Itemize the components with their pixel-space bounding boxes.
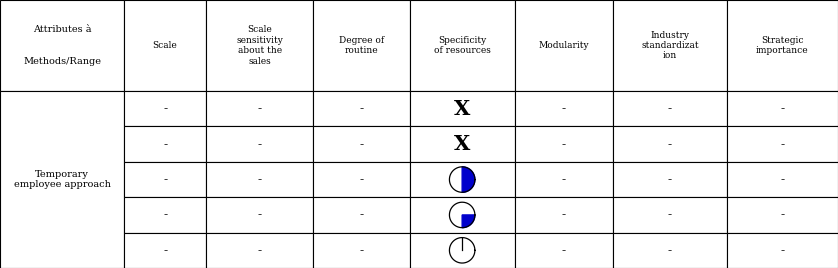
Text: X: X: [454, 99, 470, 119]
Bar: [124, 126, 206, 162]
Bar: [313, 162, 410, 197]
Bar: [313, 233, 410, 268]
Text: -: -: [258, 209, 261, 221]
Text: Scale
sensitivity
about the
sales: Scale sensitivity about the sales: [236, 25, 283, 66]
Bar: [124, 197, 206, 233]
Bar: [613, 197, 727, 233]
Text: -: -: [258, 102, 261, 115]
Bar: [313, 0, 410, 91]
Text: -: -: [163, 209, 167, 221]
Bar: [613, 233, 727, 268]
Text: Temporary
employee approach: Temporary employee approach: [13, 170, 111, 189]
Bar: [515, 233, 613, 268]
Text: -: -: [360, 244, 364, 257]
Text: -: -: [163, 244, 167, 257]
Text: -: -: [163, 173, 167, 186]
Bar: [515, 0, 613, 91]
Text: -: -: [163, 102, 167, 115]
Bar: [410, 91, 515, 126]
Bar: [206, 126, 313, 162]
Bar: [727, 162, 838, 197]
Text: Strategic
importance: Strategic importance: [756, 36, 809, 55]
Text: -: -: [562, 138, 566, 151]
Bar: [206, 162, 313, 197]
Bar: [410, 0, 515, 91]
Text: -: -: [668, 138, 672, 151]
Bar: [410, 126, 515, 162]
Text: -: -: [780, 209, 784, 221]
Text: -: -: [668, 102, 672, 115]
Bar: [124, 91, 206, 126]
Bar: [727, 233, 838, 268]
Bar: [0, 0, 124, 91]
Bar: [313, 126, 410, 162]
Text: -: -: [668, 209, 672, 221]
Bar: [515, 162, 613, 197]
Text: -: -: [668, 244, 672, 257]
Text: Industry
standardizat
ion: Industry standardizat ion: [641, 31, 699, 61]
Bar: [0, 91, 124, 268]
Bar: [206, 197, 313, 233]
Text: -: -: [258, 244, 261, 257]
Bar: [410, 197, 515, 233]
Bar: [613, 91, 727, 126]
Bar: [727, 126, 838, 162]
Text: Degree of
routine: Degree of routine: [339, 36, 384, 55]
Text: -: -: [780, 138, 784, 151]
Bar: [515, 126, 613, 162]
Bar: [727, 0, 838, 91]
Bar: [613, 162, 727, 197]
Bar: [206, 91, 313, 126]
Bar: [613, 126, 727, 162]
Text: -: -: [562, 209, 566, 221]
Text: -: -: [360, 138, 364, 151]
Polygon shape: [463, 215, 475, 228]
Bar: [727, 197, 838, 233]
Text: -: -: [163, 138, 167, 151]
Text: -: -: [360, 209, 364, 221]
Bar: [124, 233, 206, 268]
Text: -: -: [562, 173, 566, 186]
Text: Specificity
of resources: Specificity of resources: [434, 36, 490, 55]
Bar: [410, 162, 515, 197]
Text: X: X: [454, 134, 470, 154]
Bar: [206, 233, 313, 268]
Text: -: -: [562, 244, 566, 257]
Text: -: -: [562, 102, 566, 115]
Bar: [206, 0, 313, 91]
Text: -: -: [780, 244, 784, 257]
Bar: [124, 162, 206, 197]
Text: Attributes à: Attributes à: [33, 25, 91, 34]
Text: -: -: [780, 173, 784, 186]
Text: -: -: [780, 102, 784, 115]
Bar: [515, 91, 613, 126]
Bar: [515, 197, 613, 233]
Polygon shape: [463, 167, 475, 192]
Bar: [727, 91, 838, 126]
Text: -: -: [668, 173, 672, 186]
Bar: [313, 197, 410, 233]
Text: -: -: [360, 102, 364, 115]
Text: Modularity: Modularity: [539, 41, 589, 50]
Bar: [613, 0, 727, 91]
Text: -: -: [258, 173, 261, 186]
Text: Methods/Range: Methods/Range: [23, 57, 101, 66]
Bar: [124, 0, 206, 91]
Text: -: -: [360, 173, 364, 186]
Bar: [313, 91, 410, 126]
Text: -: -: [258, 138, 261, 151]
Bar: [410, 233, 515, 268]
Text: Scale: Scale: [153, 41, 178, 50]
